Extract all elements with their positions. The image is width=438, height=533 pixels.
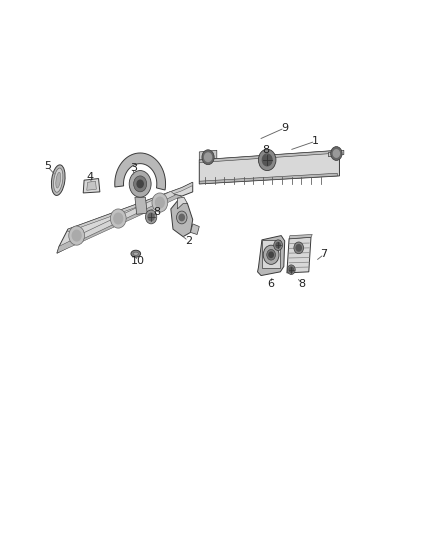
Text: 8: 8: [153, 207, 160, 217]
Circle shape: [69, 226, 85, 245]
Circle shape: [152, 193, 168, 212]
Polygon shape: [171, 198, 193, 237]
Circle shape: [333, 150, 339, 157]
Circle shape: [145, 210, 157, 224]
Polygon shape: [328, 150, 344, 157]
Circle shape: [287, 265, 295, 274]
Text: 2: 2: [185, 236, 192, 246]
Circle shape: [177, 211, 187, 224]
Circle shape: [262, 154, 272, 166]
Text: 1: 1: [312, 136, 319, 146]
Text: 6: 6: [267, 279, 274, 288]
Text: 8: 8: [263, 146, 270, 155]
Circle shape: [179, 214, 184, 221]
Text: 4: 4: [86, 172, 93, 182]
Circle shape: [267, 249, 276, 260]
Ellipse shape: [131, 250, 141, 257]
Polygon shape: [289, 235, 312, 239]
Polygon shape: [199, 150, 339, 184]
Ellipse shape: [51, 165, 65, 196]
Circle shape: [134, 176, 147, 192]
Text: 3: 3: [130, 163, 137, 173]
Circle shape: [137, 180, 143, 188]
Polygon shape: [72, 191, 175, 242]
Polygon shape: [199, 150, 217, 160]
Polygon shape: [57, 182, 193, 253]
Text: 5: 5: [44, 161, 51, 171]
Polygon shape: [287, 237, 311, 273]
Polygon shape: [177, 197, 187, 209]
Circle shape: [269, 252, 273, 257]
Circle shape: [274, 240, 283, 251]
Polygon shape: [115, 153, 166, 190]
Polygon shape: [135, 197, 147, 214]
Polygon shape: [87, 181, 96, 190]
Circle shape: [263, 245, 279, 264]
Ellipse shape: [133, 252, 138, 255]
Circle shape: [110, 209, 126, 228]
Circle shape: [276, 243, 280, 248]
Ellipse shape: [56, 172, 61, 188]
Circle shape: [296, 245, 301, 251]
Circle shape: [129, 171, 151, 197]
Circle shape: [72, 230, 81, 241]
Circle shape: [331, 147, 342, 160]
Polygon shape: [262, 240, 280, 268]
Circle shape: [114, 213, 123, 224]
Circle shape: [148, 213, 154, 221]
Polygon shape: [199, 173, 337, 184]
Ellipse shape: [53, 168, 63, 192]
Text: 7: 7: [321, 249, 328, 259]
Circle shape: [155, 197, 164, 208]
Polygon shape: [199, 150, 339, 163]
Polygon shape: [57, 193, 182, 253]
Text: 10: 10: [131, 256, 145, 266]
Circle shape: [294, 242, 304, 254]
Circle shape: [202, 150, 214, 165]
Polygon shape: [258, 236, 285, 276]
Circle shape: [258, 149, 276, 171]
Circle shape: [289, 267, 293, 272]
Polygon shape: [68, 182, 193, 232]
Circle shape: [205, 153, 212, 161]
Polygon shape: [191, 224, 199, 235]
Text: 9: 9: [281, 123, 288, 133]
Polygon shape: [83, 179, 100, 193]
Text: 8: 8: [298, 279, 305, 288]
